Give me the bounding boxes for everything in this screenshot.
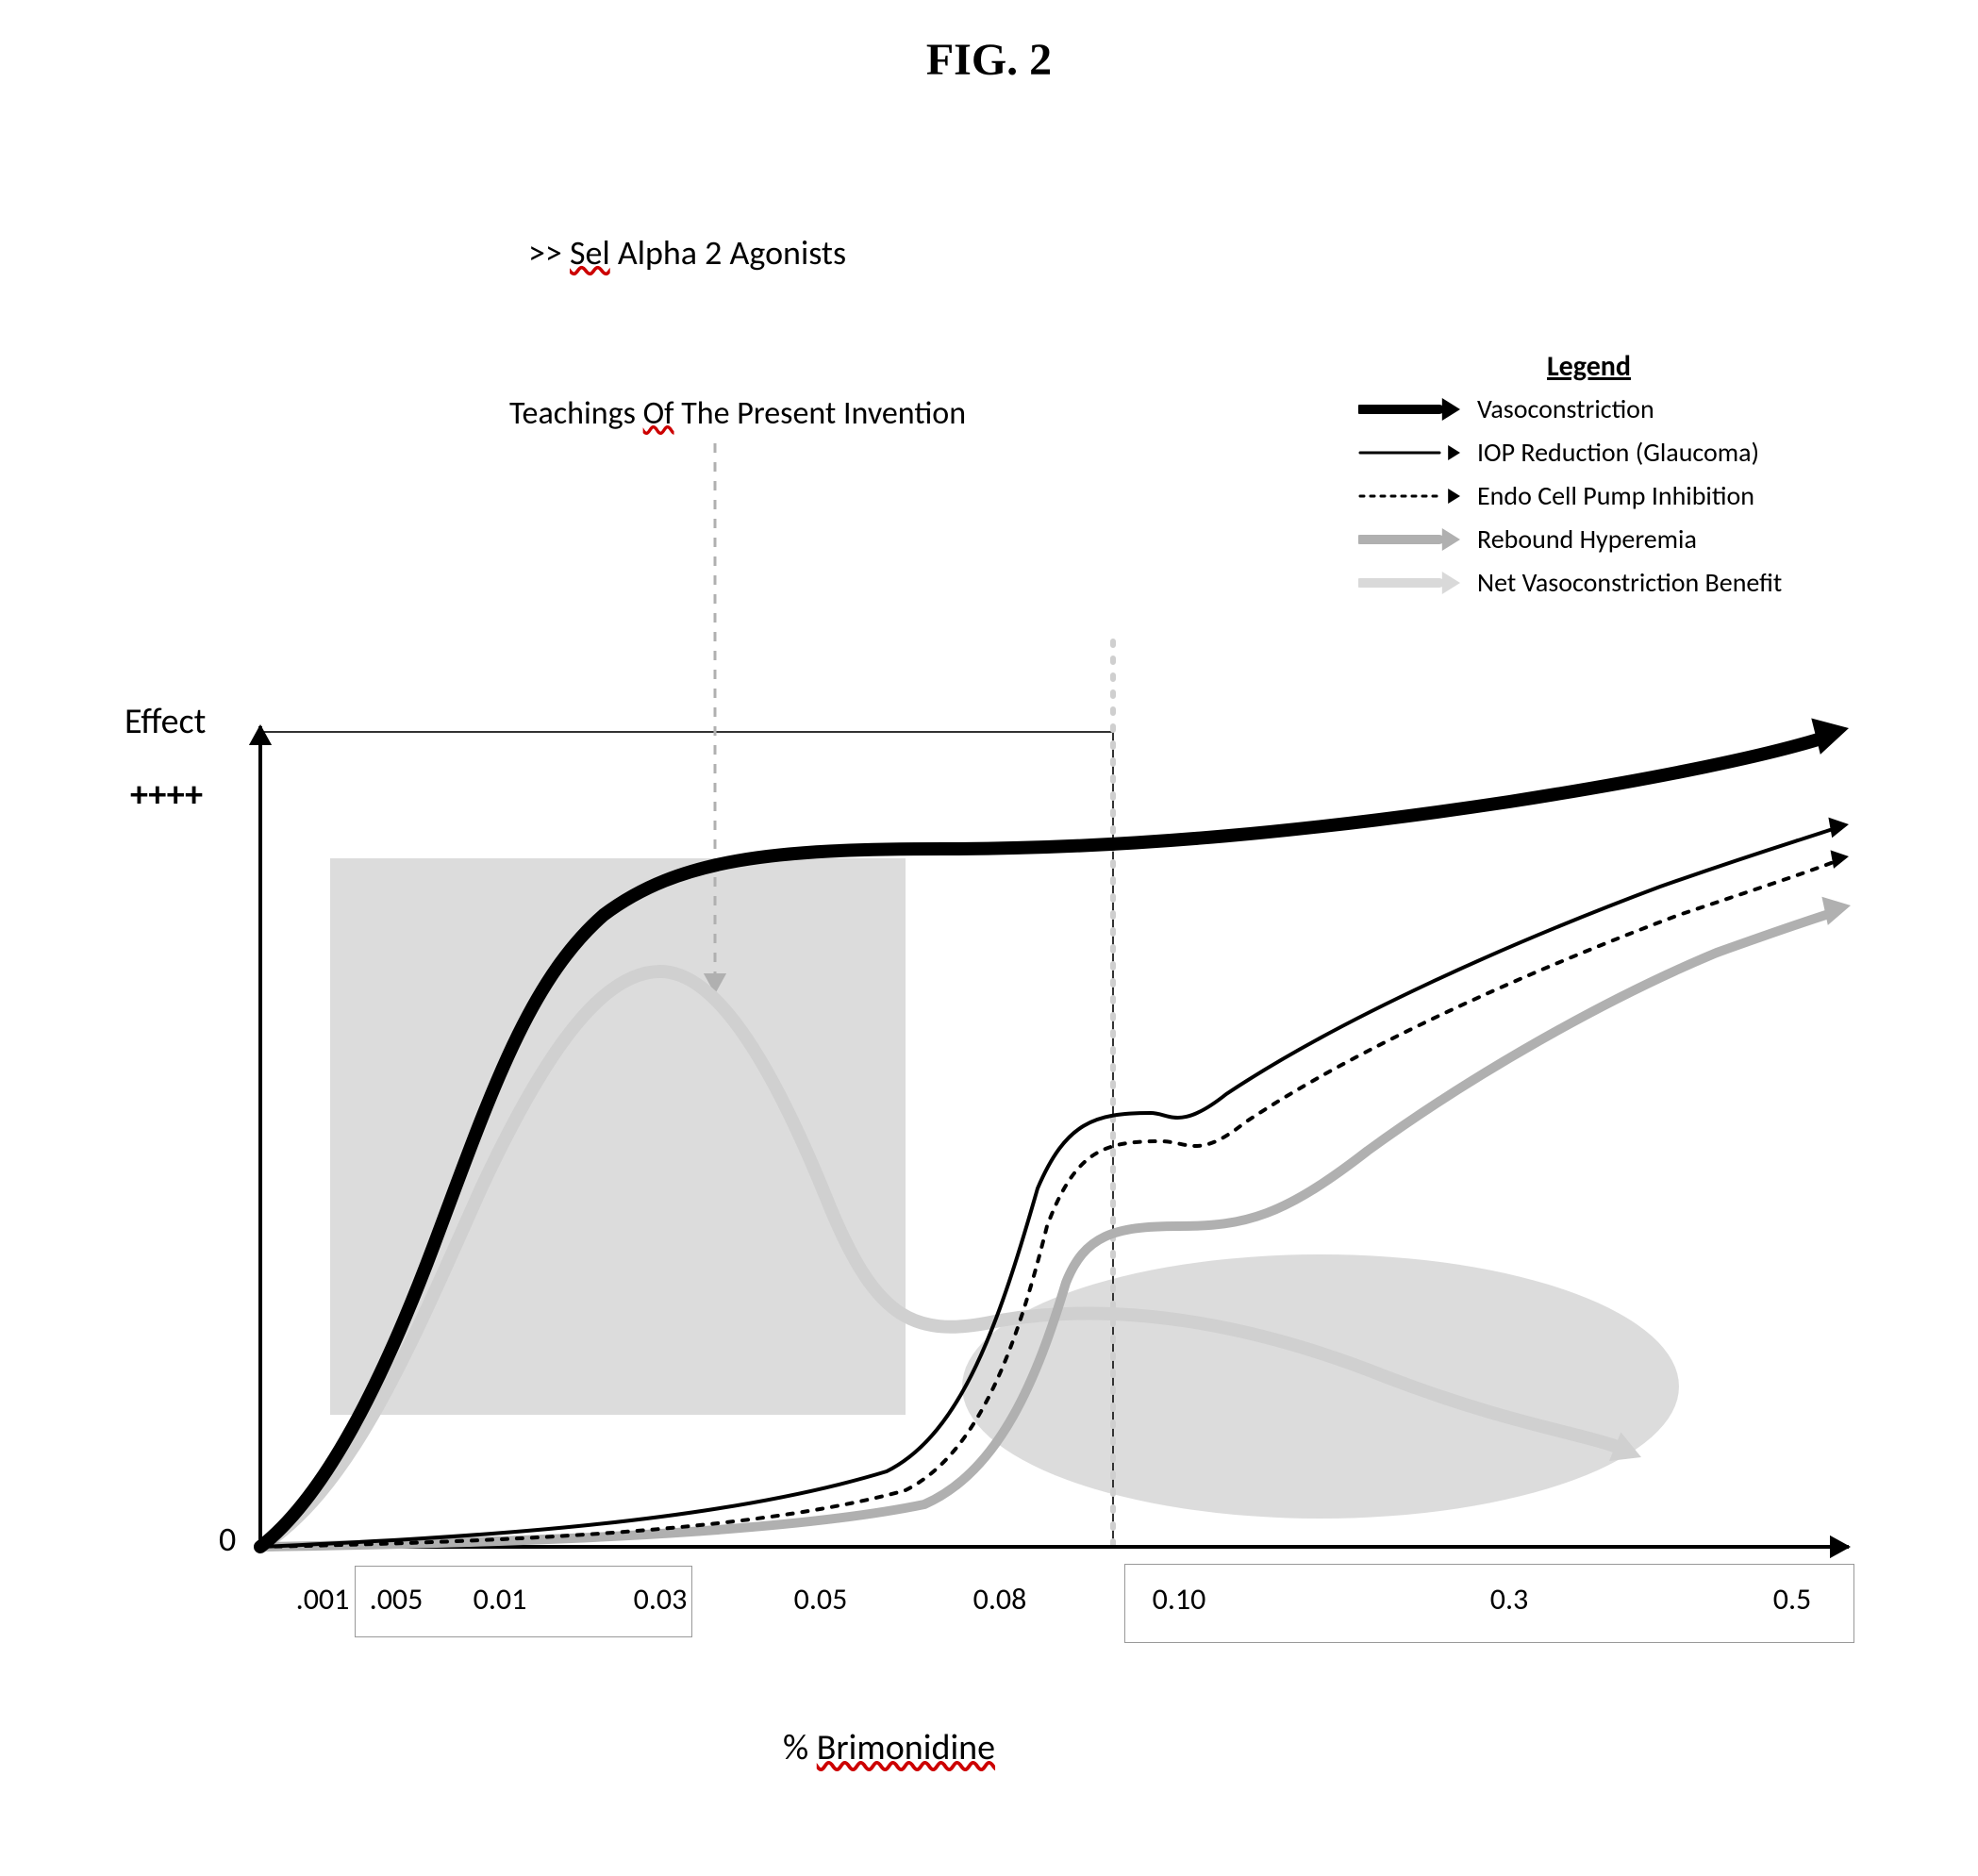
x-tick: 0.01 — [453, 1581, 547, 1618]
page: FIG. 2 >> Sel Alpha 2 Agonists Teachings… — [0, 0, 1978, 1876]
legend-label: Rebound Hyperemia — [1477, 523, 1697, 556]
x-tick: .005 — [349, 1581, 443, 1618]
x-tick: 0.08 — [953, 1581, 1047, 1618]
legend-label: IOP Reduction (Glaucoma) — [1477, 436, 1759, 469]
legend-item: Vasoconstriction — [1358, 392, 1654, 425]
legend-swatch — [1358, 398, 1462, 421]
legend-label: Vasoconstriction — [1477, 392, 1654, 425]
legend-swatch — [1358, 441, 1462, 464]
x-tick: 0.05 — [773, 1581, 868, 1618]
x-tick: 0.10 — [1132, 1581, 1226, 1618]
legend-item: Net Vasoconstriction Benefit — [1358, 566, 1782, 599]
legend-label: Endo Cell Pump Inhibition — [1477, 479, 1754, 512]
x-tick: 0.3 — [1462, 1581, 1556, 1618]
legend-swatch — [1358, 528, 1462, 551]
legend-item: Endo Cell Pump Inhibition — [1358, 479, 1754, 512]
legend-item: IOP Reduction (Glaucoma) — [1358, 436, 1759, 469]
x-tick: 0.5 — [1745, 1581, 1839, 1618]
legend-label: Net Vasoconstriction Benefit — [1477, 566, 1782, 599]
x-tick: 0.03 — [613, 1581, 707, 1618]
legend-swatch — [1358, 485, 1462, 507]
legend-item: Rebound Hyperemia — [1358, 523, 1697, 556]
legend-swatch — [1358, 572, 1462, 594]
